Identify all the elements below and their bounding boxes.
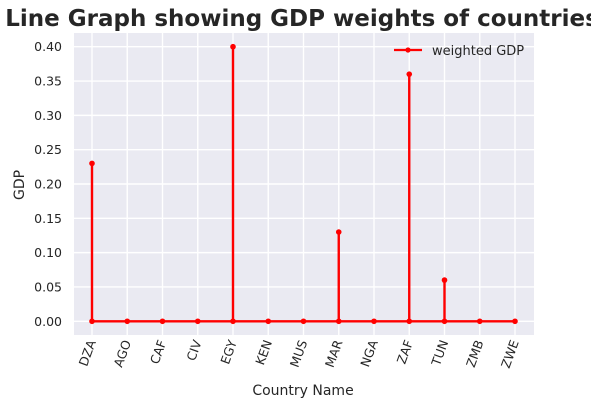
x-tick-label-KEN: KEN (252, 338, 275, 367)
x-tick-label-EGY: EGY (217, 338, 240, 367)
x-tick-label-CIV: CIV (183, 337, 204, 362)
baseline-point-MAR (335, 318, 342, 325)
data-point-KEN (265, 318, 272, 325)
y-tick-label: 0.00 (34, 314, 62, 329)
chart-title: Line Graph showing GDP weights of countr… (5, 6, 591, 32)
y-tick-label: 0.10 (34, 245, 62, 260)
y-tick-label: 0.15 (34, 211, 62, 226)
baseline-point-TUN (441, 318, 448, 325)
baseline-point-DZA (89, 318, 95, 325)
x-tick-label-DZA: DZA (76, 337, 99, 368)
data-point-ZMB (476, 318, 483, 325)
series-weighted-gdp (89, 43, 518, 325)
y-tick-label: 0.05 (34, 279, 62, 294)
legend-label: weighted GDP (432, 44, 524, 59)
y-tick-label: 0.20 (34, 177, 62, 192)
data-point-DZA (89, 160, 95, 167)
data-point-MUS (300, 318, 307, 325)
x-tick-label-ZMB: ZMB (463, 338, 487, 369)
y-tick-label: 0.25 (34, 142, 62, 157)
data-point-AGO (124, 318, 131, 325)
x-axis-label: Country Name (252, 383, 353, 399)
data-point-NGA (371, 318, 377, 325)
data-point-CIV (194, 318, 201, 325)
data-point-CAF (159, 318, 166, 325)
y-tick-labels: 0.00 0.05 0.10 0.15 0.20 0.25 0.30 0.35 0.40 (34, 39, 62, 329)
x-tick-labels: DZA AGO CAF CIV EGY KEN MUS MAR NGA ZAF TUN ZMB ZWE (76, 337, 522, 370)
y-tick-label: 0.35 (34, 74, 62, 89)
y-tick-label: 0.30 (34, 108, 62, 123)
x-tick-label-MUS: MUS (287, 338, 311, 369)
data-point-TUN (441, 277, 448, 283)
y-tick-label: 0.40 (34, 39, 62, 54)
x-tick-label-MAR: MAR (322, 338, 346, 370)
legend-marker (405, 47, 411, 53)
y-axis-label: GDP (12, 170, 28, 200)
data-point-EGY (230, 43, 236, 50)
baseline-point-ZAF (406, 318, 413, 325)
x-tick-label-ZAF: ZAF (394, 338, 416, 366)
legend: weighted GDP (394, 44, 524, 59)
x-tick-label-AGO: AGO (110, 338, 134, 369)
data-point-MAR (335, 229, 342, 235)
x-tick-label-NGA: NGA (357, 337, 381, 368)
x-tick-label-CAF: CAF (147, 338, 169, 366)
data-point-ZWE (512, 318, 518, 325)
baseline-point-EGY (230, 318, 236, 325)
x-tick-label-TUN: TUN (428, 338, 451, 369)
data-point-ZAF (406, 71, 413, 77)
x-tick-label-ZWE: ZWE (498, 338, 522, 370)
